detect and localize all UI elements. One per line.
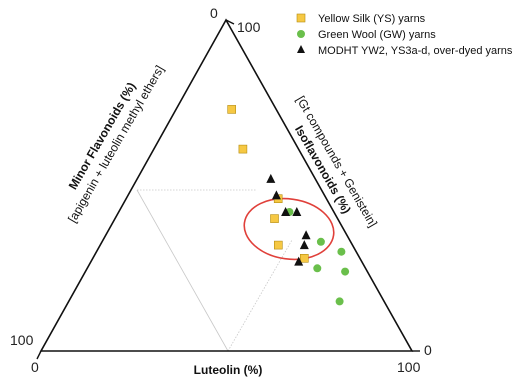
point-series2-0 xyxy=(266,173,276,183)
point-series2-2 xyxy=(281,207,291,216)
point-series2-6 xyxy=(294,256,304,266)
point-series0-0 xyxy=(227,105,236,114)
point-series0-5 xyxy=(299,254,309,263)
point-series2-4 xyxy=(301,230,311,240)
tick-left-lut-zero: 0 xyxy=(31,359,39,375)
legend-marker-modht xyxy=(297,45,305,53)
point-series2-3 xyxy=(292,207,302,216)
legend-label-modht: MODHT YW2, YS3a-d, over-dyed yarns xyxy=(318,45,512,57)
highlight-ellipse xyxy=(243,197,335,261)
point-series0-4 xyxy=(273,240,283,250)
tick-top-minor-zero: 0 xyxy=(210,5,218,21)
guide-lines xyxy=(136,189,293,352)
point-series1-5 xyxy=(335,297,344,306)
point-series2-1 xyxy=(271,190,281,200)
legend-label-yellow-silk: Yellow Silk (YS) yarns xyxy=(318,13,426,25)
ternary-triangle xyxy=(39,18,414,352)
axis-subtitle-minor: [apigenin + luteolin methyl ethers] xyxy=(65,63,167,225)
tick-right-iso-zero: 0 xyxy=(424,342,432,358)
tick-top-iso-hundred: 100 xyxy=(237,19,261,35)
legend-marker-yellow-silk xyxy=(296,13,306,23)
axis-title-minor-group: Minor Flavonoids (%) [apigenin + luteoli… xyxy=(65,63,167,225)
point-series1-3 xyxy=(313,264,322,273)
legend-marker-green-wool xyxy=(297,30,305,38)
left-tick-mark xyxy=(36,350,42,360)
top-tick-mark xyxy=(225,19,235,25)
point-series1-4 xyxy=(341,267,350,276)
axis-title-luteolin: Luteolin (%) xyxy=(194,363,263,377)
point-series1-1 xyxy=(316,237,325,246)
legend: Yellow Silk (YS) yarns Green Wool (GW) y… xyxy=(296,13,512,57)
point-series0-3 xyxy=(270,214,279,223)
point-series0-1 xyxy=(238,144,248,154)
legend-label-green-wool: Green Wool (GW) yarns xyxy=(318,29,436,41)
tick-left-minor-hundred: 100 xyxy=(10,332,34,348)
point-series2-5 xyxy=(299,240,309,250)
point-series1-2 xyxy=(337,247,346,256)
tick-right-lut-hundred: 100 xyxy=(397,359,421,375)
data-points xyxy=(227,105,350,306)
